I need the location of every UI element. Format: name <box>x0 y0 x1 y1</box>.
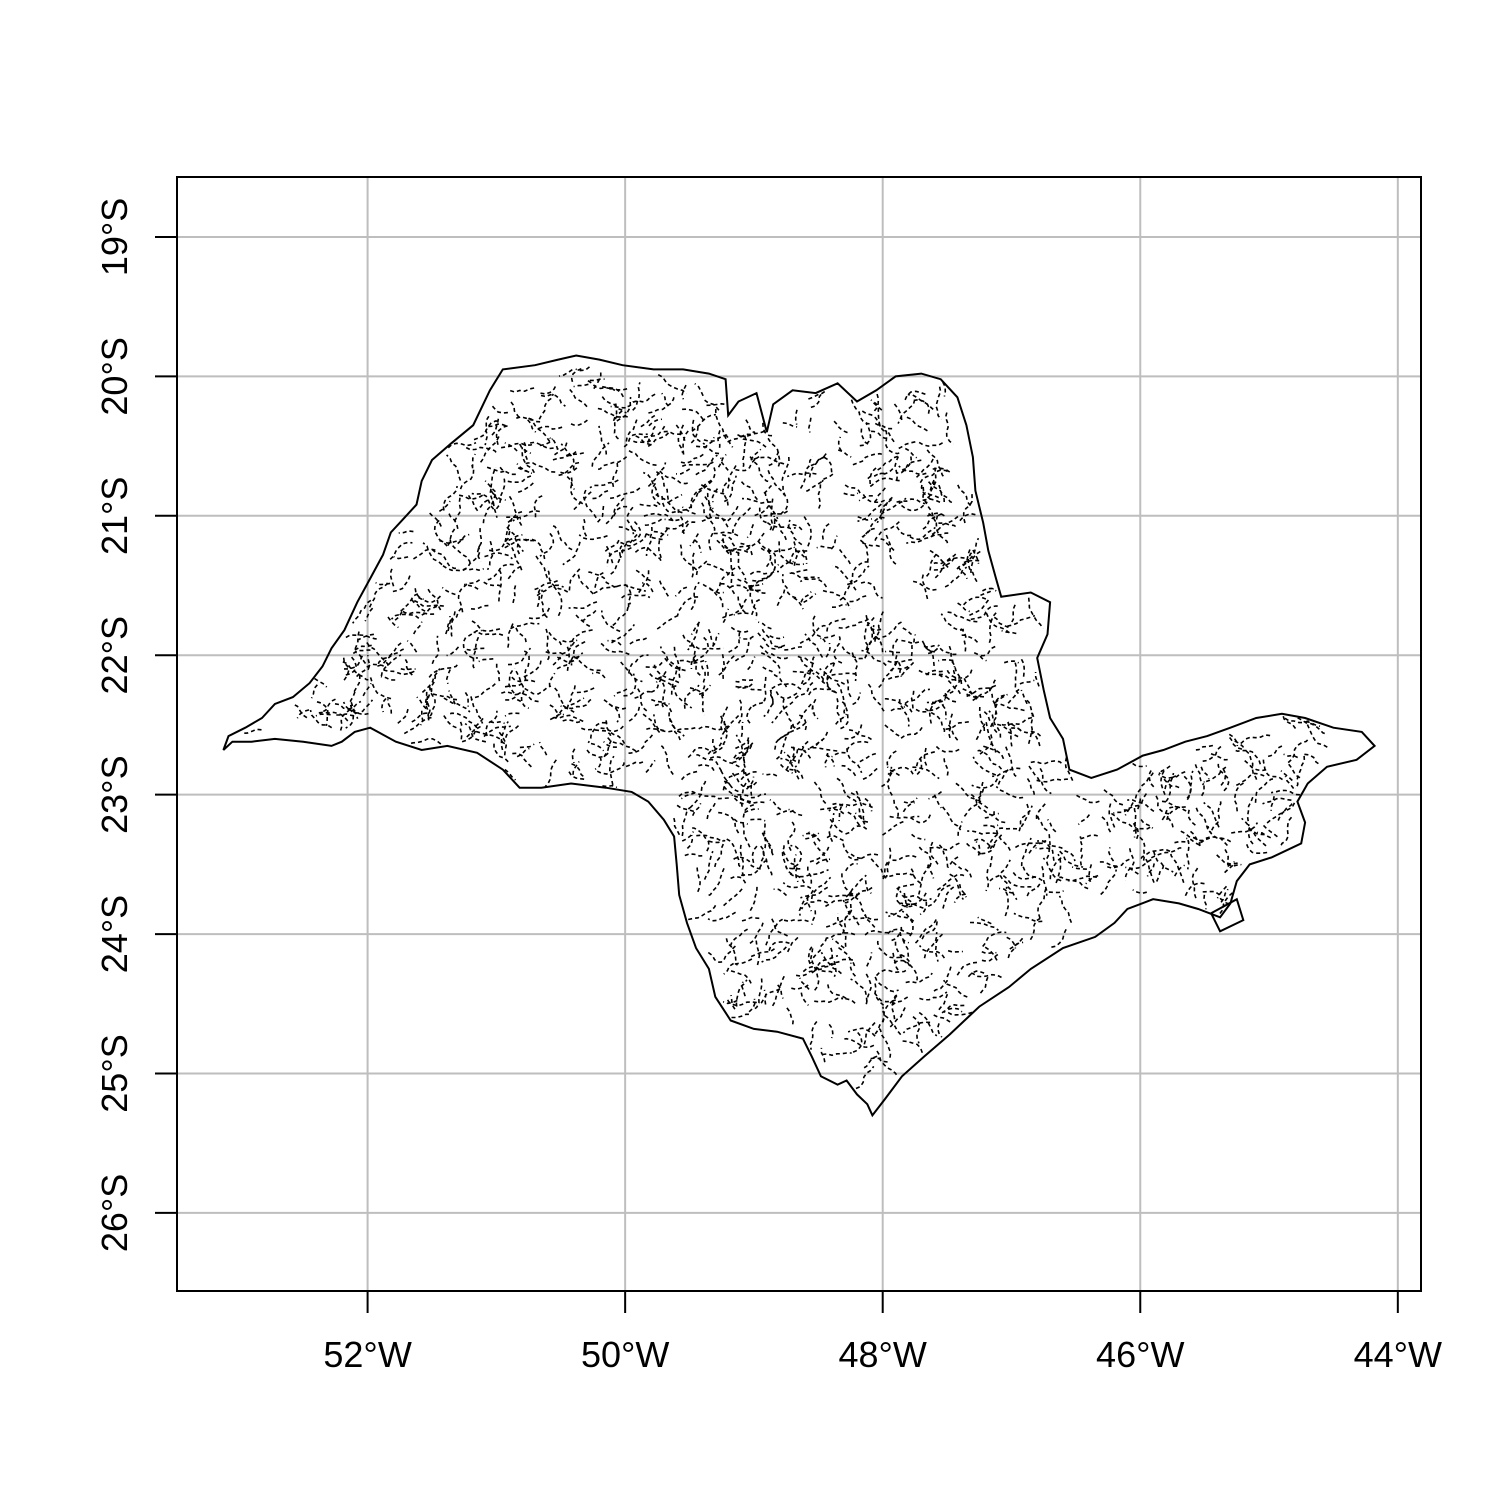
x-tick-label: 50°W <box>581 1334 669 1375</box>
x-axis: 52°W 50°W 48°W 46°W 44°W <box>323 1291 1442 1375</box>
x-tick-label: 46°W <box>1096 1334 1184 1375</box>
y-tick-label: 21°S <box>94 477 135 555</box>
plot-frame <box>176 176 1422 1292</box>
y-axis: 19°S 20°S 21°S 22°S 23°S 24°S 25°S 26°S <box>94 198 177 1252</box>
island-outline <box>1209 897 1245 933</box>
y-tick-label: 25°S <box>94 1034 135 1112</box>
graticule-grid <box>177 177 1421 1291</box>
y-tick-label: 23°S <box>94 755 135 833</box>
coastal-islands <box>1209 897 1245 933</box>
river-segments <box>242 366 1328 1090</box>
x-tick-label: 44°W <box>1354 1334 1442 1375</box>
y-tick-label: 22°S <box>94 616 135 694</box>
y-tick-label: 20°S <box>94 337 135 415</box>
y-tick-label: 26°S <box>94 1174 135 1252</box>
x-tick-label: 48°W <box>838 1334 926 1375</box>
river-network <box>242 366 1328 1090</box>
y-tick-label: 19°S <box>94 198 135 276</box>
state-outline <box>222 354 1377 1118</box>
x-tick-label: 52°W <box>323 1334 411 1375</box>
y-tick-label: 24°S <box>94 895 135 973</box>
